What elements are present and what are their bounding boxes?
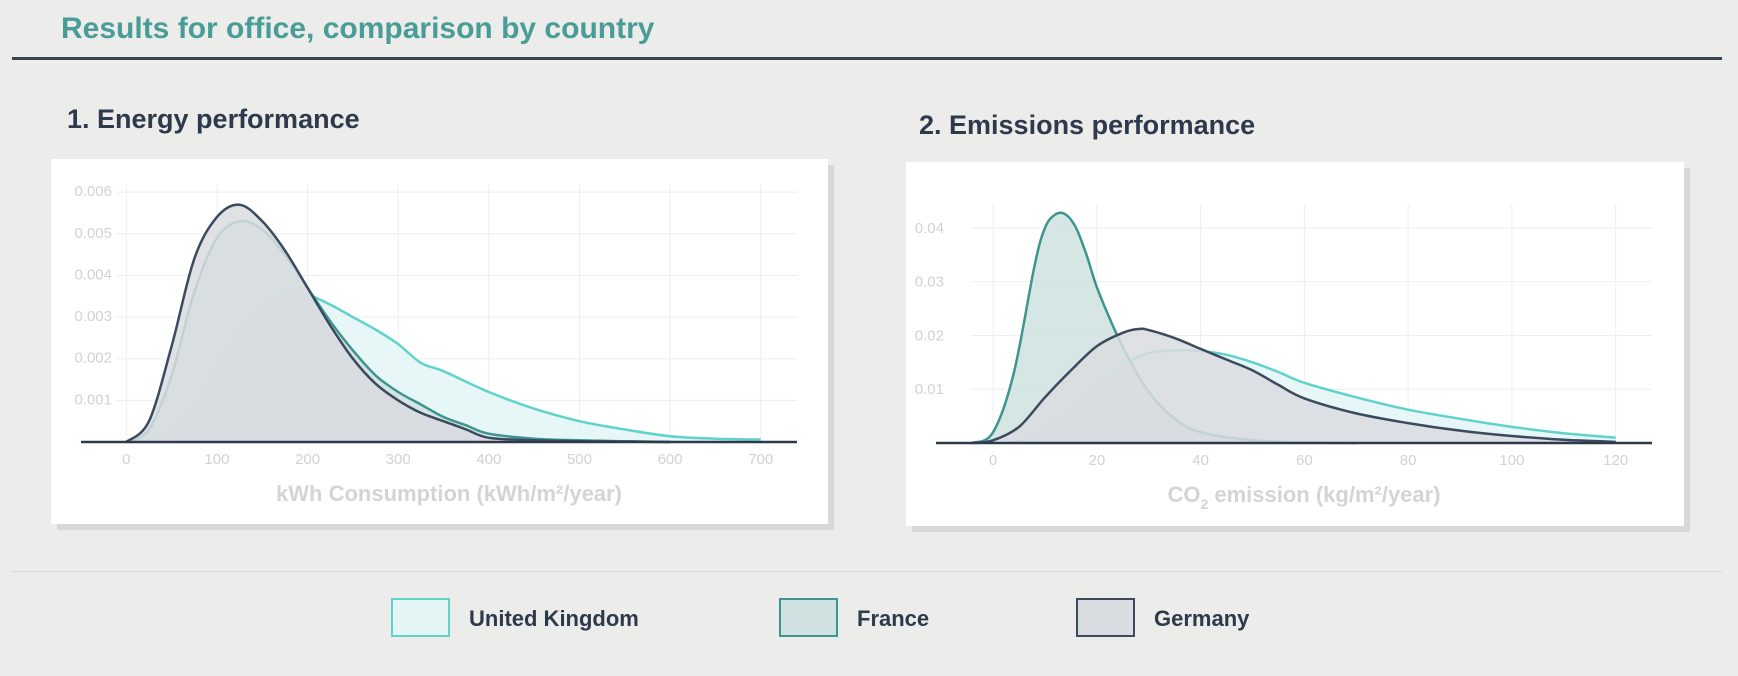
- x-tick-label: 400: [476, 451, 501, 468]
- y-tick-label: 0.001: [74, 391, 112, 408]
- y-tick-label: 0.006: [74, 183, 112, 200]
- energy-density-chart: 0 100 200 300 400 500 600 700 0.001 0.002 0.003 0.0…: [74, 183, 797, 506]
- title-divider: [12, 57, 1722, 60]
- x-tick-label: 200: [295, 451, 320, 468]
- x-tick-label: 40: [1192, 452, 1209, 469]
- series-line-germany: [972, 327, 1616, 445]
- emissions-chart-panel: 0 20 40 60 80 100 120 0.01 0.02 0.03 0.04 CO2 emiss…: [906, 162, 1684, 526]
- page-title: Results for office, comparison by countr…: [61, 12, 655, 45]
- series-area-germany: [126, 204, 671, 442]
- legend-divider: [12, 571, 1722, 572]
- x-tick-label: 100: [1499, 452, 1524, 469]
- legend-label-united-kingdom: United Kingdom: [469, 606, 639, 631]
- legend-swatch-united-kingdom: [391, 598, 450, 637]
- x-tick-label: 120: [1603, 452, 1628, 469]
- legend-swatch-germany: [1076, 598, 1135, 637]
- x-tick-label: 60: [1296, 452, 1313, 469]
- legend-item-france: France: [779, 598, 959, 640]
- series-area-germany: [972, 328, 1616, 443]
- x-tick-label: 500: [567, 451, 592, 468]
- x-tick-label: 700: [748, 451, 773, 468]
- y-tick-label: 0.003: [74, 308, 112, 325]
- y-tick-label: 0.002: [74, 350, 112, 367]
- legend-swatch-france: [779, 598, 838, 637]
- y-tick-label: 0.04: [915, 220, 944, 237]
- x-tick-label: 600: [658, 451, 683, 468]
- x-axis-title: CO2 emission (kg/m²/year): [1167, 482, 1440, 512]
- y-tick-label: 0.03: [915, 274, 944, 291]
- emissions-section-title: 2. Emissions performance: [919, 110, 1256, 140]
- x-tick-label: 100: [204, 451, 229, 468]
- x-tick-label: 0: [989, 452, 997, 469]
- x-tick-label: 300: [386, 451, 411, 468]
- energy-section-title: 1. Energy performance: [67, 104, 360, 134]
- x-axis-title: kWh Consumption (kWh/m²/year): [276, 481, 622, 506]
- y-tick-label: 0.005: [74, 225, 112, 242]
- x-tick-label: 20: [1088, 452, 1105, 469]
- legend-label-france: France: [857, 606, 930, 631]
- y-tick-label: 0.004: [74, 266, 112, 283]
- y-tick-label: 0.01: [915, 381, 944, 398]
- energy-chart-panel: 0 100 200 300 400 500 600 700 0.001 0.002 0.003 0.0…: [51, 159, 828, 524]
- x-tick-label: 0: [122, 451, 130, 468]
- y-tick-label: 0.02: [915, 327, 944, 344]
- legend-item-united-kingdom: United Kingdom: [391, 598, 651, 640]
- legend-item-germany: Germany: [1076, 598, 1276, 640]
- emissions-density-chart: 0 20 40 60 80 100 120 0.01 0.02 0.03 0.04 CO2 emiss…: [915, 204, 1652, 512]
- series-line-germany: [125, 203, 671, 444]
- x-tick-label: 80: [1400, 452, 1417, 469]
- legend-label-germany: Germany: [1154, 606, 1250, 631]
